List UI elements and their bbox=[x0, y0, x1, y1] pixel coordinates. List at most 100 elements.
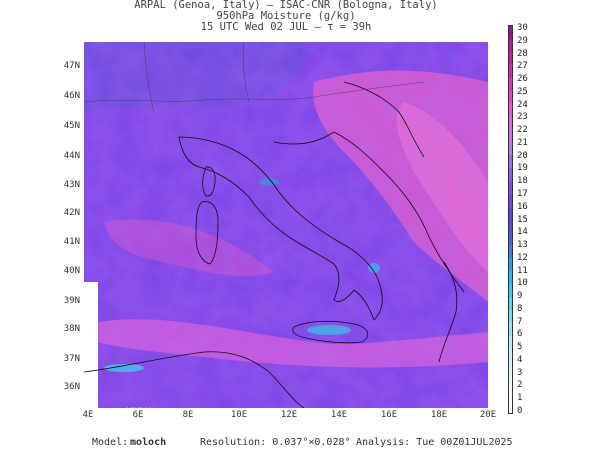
colorbar-label: 25 bbox=[517, 86, 528, 97]
colorbar-label: 23 bbox=[517, 112, 528, 123]
colorbar-segment bbox=[509, 206, 512, 220]
colorbar-label: 29 bbox=[517, 35, 528, 46]
lat-label: 46N bbox=[63, 91, 80, 101]
lon-label: 18E bbox=[430, 410, 448, 420]
dry-spot-calabria bbox=[368, 263, 380, 273]
lat-label: 44N bbox=[63, 151, 80, 161]
colorbar-label: 22 bbox=[517, 125, 528, 136]
colorbar-segment bbox=[509, 387, 512, 401]
forecast-time: 15 UTC Wed 02 JUL — τ = 39h bbox=[200, 21, 372, 33]
colorbar-label: 4 bbox=[517, 354, 523, 365]
colorbar-label: 5 bbox=[517, 342, 523, 353]
colorbar-segment bbox=[509, 258, 512, 272]
colorbar-label: 14 bbox=[517, 227, 528, 238]
lat-label: 45N bbox=[63, 121, 80, 131]
variable-title: 950hPa Moisture (g/kg) bbox=[216, 10, 356, 22]
colorbar-segment bbox=[509, 116, 512, 130]
watermark-1: ARPAL bbox=[124, 406, 155, 408]
analysis-text: Analysis: Tue 00Z01JUL2025 bbox=[356, 437, 513, 448]
colorbar-segment bbox=[509, 180, 512, 195]
colorbar-label: 3 bbox=[517, 367, 523, 378]
colorbar-label: 24 bbox=[517, 99, 528, 110]
colorbar-label: 16 bbox=[517, 201, 528, 212]
colorbar-label: 30 bbox=[517, 23, 528, 33]
colorbar-segment bbox=[509, 129, 512, 143]
model-label: Model: bbox=[92, 437, 129, 448]
colorbar-label: 9 bbox=[517, 291, 523, 302]
lat-label: 47N bbox=[63, 61, 80, 71]
coastlines bbox=[84, 81, 465, 408]
lat-label: 42N bbox=[63, 208, 80, 218]
lon-label: 14E bbox=[330, 410, 348, 420]
lat-label: 40N bbox=[63, 266, 80, 276]
lat-label: 39N bbox=[63, 296, 80, 306]
colorbar-label: 15 bbox=[517, 214, 528, 225]
map-svg: ARPAL bbox=[84, 42, 488, 408]
colorbar-label: 8 bbox=[517, 303, 523, 314]
colorbar-segment bbox=[509, 232, 512, 246]
lon-label: 10E bbox=[230, 410, 248, 420]
lon-label: 12E bbox=[280, 410, 298, 420]
colorbar-segment bbox=[509, 348, 512, 362]
colorbar-label: 27 bbox=[517, 61, 528, 72]
colorbar-segment bbox=[509, 38, 512, 53]
colorbar bbox=[508, 25, 513, 414]
lat-label: 43N bbox=[63, 180, 80, 190]
lat-label: 38N bbox=[63, 324, 80, 334]
colorbar-label: 26 bbox=[517, 74, 528, 85]
colorbar-label: 17 bbox=[517, 188, 528, 199]
lon-label: 20E bbox=[479, 410, 497, 420]
colorbar-segment bbox=[509, 400, 512, 414]
colorbar-label: 10 bbox=[517, 278, 528, 289]
colorbar-label: 0 bbox=[517, 406, 523, 416]
colorbar-segment bbox=[509, 193, 512, 208]
colorbar-label: 12 bbox=[517, 252, 528, 263]
colorbar-label: 21 bbox=[517, 137, 528, 148]
colorbar-segment bbox=[509, 103, 512, 117]
colorbar-segment bbox=[509, 374, 512, 388]
colorbar-segment bbox=[509, 219, 512, 233]
colorbar-segment bbox=[509, 296, 512, 311]
colorbar-label: 11 bbox=[517, 265, 528, 276]
lat-label: 37N bbox=[63, 354, 80, 364]
out-of-domain bbox=[84, 282, 98, 408]
lat-label: 36N bbox=[63, 382, 80, 392]
field-texture-fine bbox=[84, 42, 488, 408]
colorbar-label: 18 bbox=[517, 176, 528, 187]
header-title: ARPAL (Genoa, Italy) — ISAC-CNR (Bologna… bbox=[134, 0, 438, 11]
colorbar-segment bbox=[509, 26, 512, 40]
colorbar-segment bbox=[509, 361, 512, 375]
colorbar-segment bbox=[509, 335, 512, 349]
colorbar-segment bbox=[509, 167, 512, 182]
model-value: moloch bbox=[130, 437, 167, 448]
lat-label: 41N bbox=[63, 237, 80, 247]
colorbar-segment bbox=[509, 309, 512, 324]
colorbar-segment bbox=[509, 77, 512, 91]
lon-label: 8E bbox=[182, 410, 194, 420]
colorbar-label: 19 bbox=[517, 163, 528, 174]
colorbar-label: 13 bbox=[517, 240, 528, 251]
colorbar-segment bbox=[509, 245, 512, 259]
dry-spot-tunisia bbox=[104, 364, 144, 372]
colorbar-segment bbox=[509, 64, 512, 79]
lon-label: 16E bbox=[380, 410, 398, 420]
colorbar-label: 1 bbox=[517, 393, 523, 404]
dry-spot-italy bbox=[259, 178, 279, 186]
colorbar-segment bbox=[509, 90, 512, 104]
moisture-map: ARPAL bbox=[84, 42, 488, 408]
colorbar-label: 28 bbox=[517, 48, 528, 59]
colorbar-segment bbox=[509, 142, 512, 156]
colorbar-segment bbox=[509, 322, 512, 337]
resolution-text: Resolution: 0.037°×0.028° bbox=[200, 437, 351, 448]
colorbar-segment bbox=[509, 271, 512, 285]
colorbar-label: 7 bbox=[517, 316, 523, 327]
colorbar-label: 20 bbox=[517, 150, 528, 161]
dry-spot-sicily bbox=[307, 325, 351, 335]
colorbar-segment bbox=[509, 155, 512, 169]
colorbar-label: 6 bbox=[517, 329, 523, 340]
colorbar-label: 2 bbox=[517, 380, 523, 391]
colorbar-segment bbox=[509, 284, 512, 298]
borders bbox=[84, 42, 425, 113]
lon-label: 6E bbox=[132, 410, 144, 420]
lon-label: 4E bbox=[82, 410, 94, 420]
